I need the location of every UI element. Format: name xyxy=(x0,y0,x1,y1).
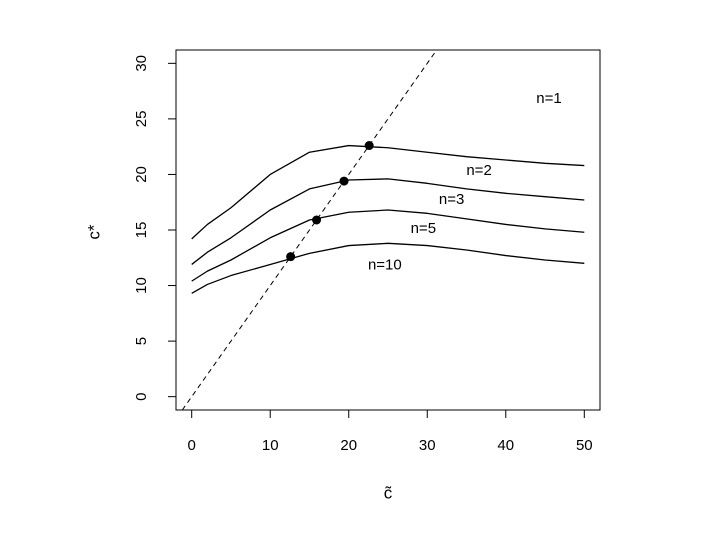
x-tick-label: 30 xyxy=(419,437,436,454)
intersection-point xyxy=(364,141,374,151)
series-line xyxy=(191,242,585,294)
series-line xyxy=(191,144,585,240)
x-tick-label: 40 xyxy=(497,437,514,454)
diagonal-line xyxy=(181,50,438,410)
curve-label: n=2 xyxy=(466,162,491,179)
series-line xyxy=(191,209,585,282)
intersection-point xyxy=(339,176,349,186)
series-line xyxy=(191,178,585,265)
plot-area xyxy=(181,50,585,410)
x-tick-label: 50 xyxy=(576,437,593,454)
y-axis-label: c* xyxy=(84,224,103,240)
x-tick-label: 0 xyxy=(188,437,196,454)
intersection-point xyxy=(312,215,322,225)
curve-label: n=3 xyxy=(439,191,464,208)
intersection-point xyxy=(286,252,296,262)
y-tick-label: 0 xyxy=(133,392,150,400)
curve-label: n=5 xyxy=(411,220,436,237)
x-tick-label: 10 xyxy=(262,437,279,454)
y-tick-label: 25 xyxy=(133,111,150,128)
y-tick-label: 20 xyxy=(133,166,150,183)
y-tick-label: 10 xyxy=(133,277,150,294)
y-tick-label: 15 xyxy=(133,222,150,239)
y-tick-label: 30 xyxy=(133,55,150,72)
y-tick-label: 5 xyxy=(133,337,150,345)
x-axis-label: c̃ xyxy=(384,483,393,502)
x-tick-label: 20 xyxy=(340,437,357,454)
curve-label: n=1 xyxy=(536,90,561,107)
curve-label: n=10 xyxy=(368,257,402,274)
